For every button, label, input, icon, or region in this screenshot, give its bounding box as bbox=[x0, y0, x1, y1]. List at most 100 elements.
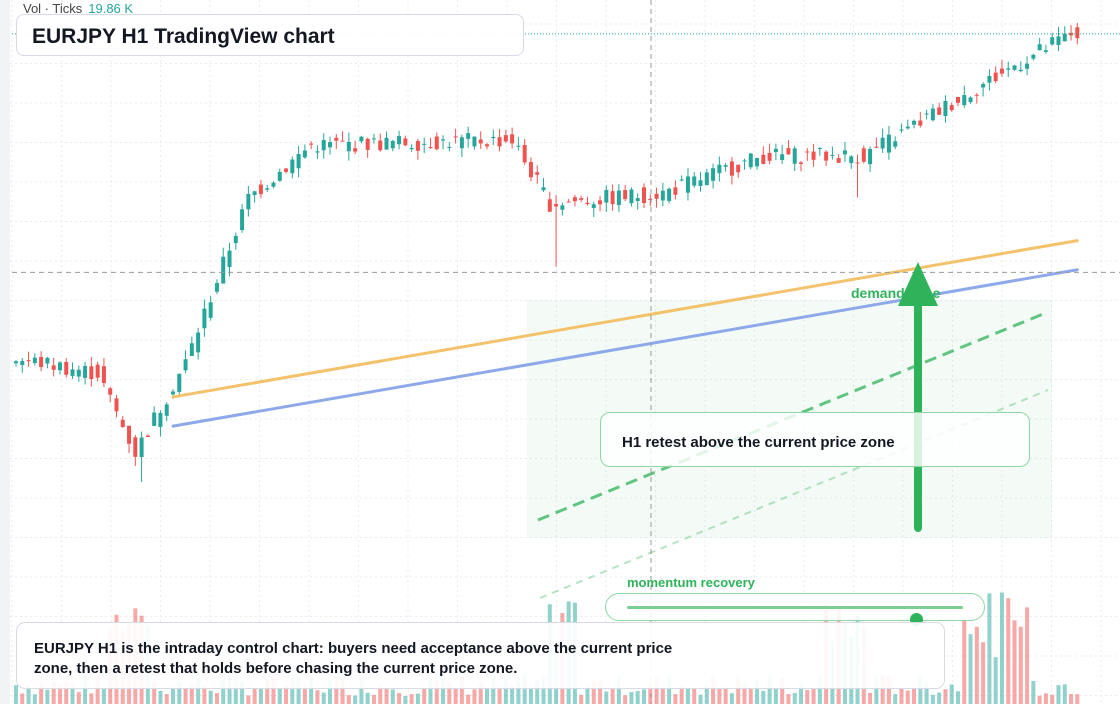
candle-body bbox=[27, 360, 31, 361]
candle-body bbox=[341, 141, 345, 142]
volume-bar bbox=[385, 688, 389, 704]
candle-body bbox=[366, 139, 370, 150]
candle-body bbox=[617, 191, 621, 206]
candle-body bbox=[636, 198, 640, 201]
candle-body bbox=[39, 357, 43, 367]
retest-callout: H1 retest above the current price zone bbox=[600, 412, 1030, 467]
candle-body bbox=[680, 180, 684, 181]
candle-body bbox=[378, 141, 382, 151]
candle-body bbox=[667, 189, 671, 201]
candle-body bbox=[171, 391, 175, 394]
candle-body bbox=[215, 283, 219, 292]
volume-bar bbox=[962, 619, 966, 704]
candle-body bbox=[830, 155, 834, 156]
candle-body bbox=[918, 121, 922, 126]
candle-body bbox=[359, 137, 363, 141]
candle-body bbox=[950, 105, 954, 110]
volume-bar bbox=[994, 657, 998, 704]
candle-body bbox=[1013, 66, 1017, 70]
volume-bar bbox=[184, 689, 188, 704]
volume-bar bbox=[730, 693, 734, 704]
volume-bar bbox=[912, 688, 916, 704]
candle-body bbox=[114, 398, 118, 411]
volume-bar bbox=[805, 690, 809, 704]
volume-bar bbox=[1013, 620, 1017, 704]
candle-body bbox=[177, 374, 181, 392]
candle-body bbox=[328, 142, 332, 147]
candle-body bbox=[240, 209, 244, 230]
candle-body bbox=[661, 191, 665, 201]
candle-body bbox=[184, 359, 188, 370]
candle-body bbox=[196, 333, 200, 353]
candle-body bbox=[510, 134, 514, 143]
volume-bar bbox=[14, 685, 18, 704]
volume-bar bbox=[215, 693, 219, 704]
candle-body bbox=[774, 149, 778, 152]
volume-bar bbox=[899, 688, 903, 704]
candle-body bbox=[755, 158, 759, 166]
volume-bar bbox=[906, 691, 910, 704]
candle-body bbox=[893, 141, 897, 146]
candle-body bbox=[246, 194, 250, 209]
candle-body bbox=[554, 204, 558, 206]
candle-body bbox=[121, 420, 125, 427]
candle-body bbox=[1025, 64, 1029, 69]
candle-body bbox=[454, 136, 458, 137]
volume-bar bbox=[629, 692, 633, 704]
volume-bar bbox=[774, 688, 778, 704]
candle-body bbox=[422, 144, 426, 145]
volume-bar bbox=[981, 642, 985, 704]
volume-bar bbox=[1050, 695, 1054, 704]
candle-body bbox=[962, 95, 966, 105]
volume-bar bbox=[45, 690, 49, 704]
volume-bar bbox=[372, 695, 376, 704]
volume-bar bbox=[636, 691, 640, 704]
volume-bar bbox=[579, 695, 583, 704]
candle-body bbox=[975, 95, 979, 96]
candle-body bbox=[447, 147, 451, 148]
candle-body bbox=[699, 180, 703, 186]
volume-bar bbox=[422, 687, 426, 704]
candle-body bbox=[711, 168, 715, 181]
candle-body bbox=[309, 144, 313, 145]
candle-body bbox=[849, 156, 853, 163]
volume-bar bbox=[485, 688, 489, 704]
candle-body bbox=[812, 152, 816, 160]
candle-body bbox=[969, 97, 973, 102]
candle-body bbox=[1050, 37, 1054, 44]
volume-bar bbox=[975, 627, 979, 704]
candle-body bbox=[284, 169, 288, 172]
candle-body bbox=[190, 343, 194, 356]
volume-bar bbox=[692, 689, 696, 704]
candle-body bbox=[271, 183, 275, 187]
candle-body bbox=[573, 197, 577, 201]
candle-body bbox=[89, 366, 93, 379]
candle-body bbox=[692, 176, 696, 185]
candle-body bbox=[673, 187, 677, 194]
volume-bar bbox=[943, 689, 947, 704]
momentum-slider[interactable] bbox=[605, 593, 985, 621]
volume-bar bbox=[391, 689, 395, 704]
candle-body bbox=[642, 187, 646, 203]
candle-body bbox=[353, 148, 357, 151]
volume-bar bbox=[246, 695, 250, 704]
volume-bar bbox=[529, 687, 533, 704]
candle-body bbox=[994, 73, 998, 81]
candle-body bbox=[1056, 36, 1060, 45]
candle-body bbox=[410, 148, 414, 149]
candle-body bbox=[472, 137, 476, 147]
volume-bar bbox=[969, 634, 973, 704]
volume-bar bbox=[699, 695, 703, 704]
volume-bar bbox=[611, 689, 615, 704]
volume-bar bbox=[466, 694, 470, 704]
candle-body bbox=[209, 302, 213, 318]
candle-body bbox=[862, 148, 866, 161]
candle-body bbox=[598, 200, 602, 204]
volume-bar bbox=[171, 687, 175, 704]
volume-bar bbox=[793, 693, 797, 704]
candle-body bbox=[724, 165, 728, 167]
volume-bar bbox=[868, 693, 872, 704]
momentum-track bbox=[627, 606, 963, 609]
candle-body bbox=[529, 162, 533, 177]
